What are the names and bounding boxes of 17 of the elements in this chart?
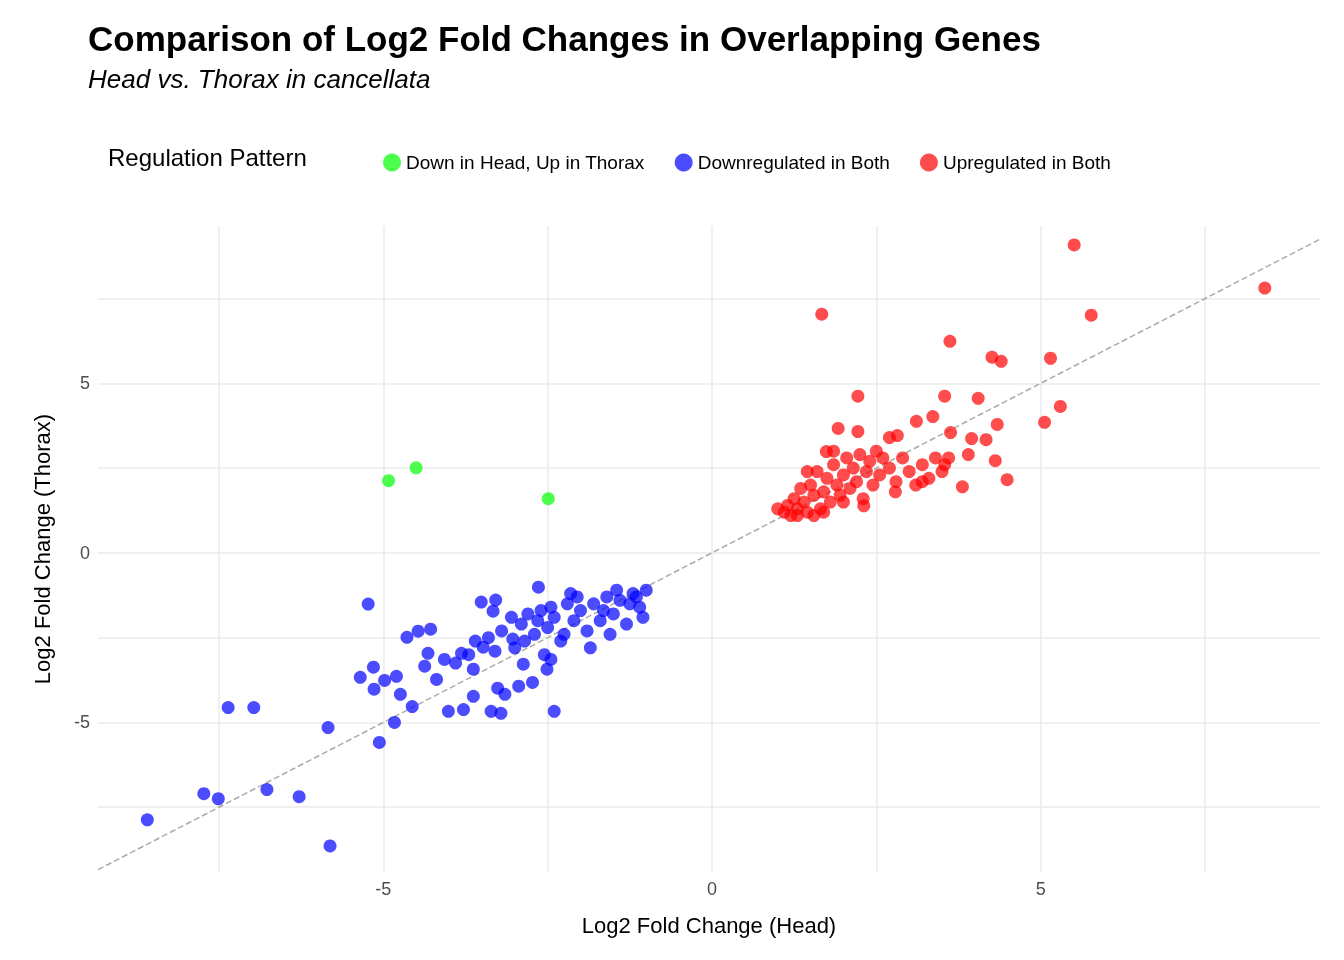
legend-title: Regulation Pattern (108, 143, 307, 171)
point (409, 461, 423, 475)
point (382, 474, 396, 488)
x-tick-label: 5 (1035, 879, 1046, 899)
legend-label: Upregulated in Both (942, 152, 1111, 173)
point (541, 492, 555, 506)
y-tick-label: 5 (79, 373, 90, 394)
legend-label: Downregulated in Both (697, 152, 890, 173)
chart-subtitle: Head vs. Thorax in cancellata (88, 64, 431, 94)
chart-title: Comparison of Log2 Fold Changes in Overlapping Genes (88, 19, 1041, 58)
y-tick-label: -5 (73, 712, 90, 733)
y-tick-label: 0 (79, 542, 90, 563)
legend-label: Down in Head, Up in Thorax (406, 152, 645, 173)
x-tick-label: 0 (706, 879, 717, 899)
y-axis-title: Log2 Fold Change (Thorax) (29, 413, 55, 685)
x-tick-label: -5 (375, 879, 392, 899)
x-axis-title: Log2 Fold Change (Head) (581, 912, 837, 938)
